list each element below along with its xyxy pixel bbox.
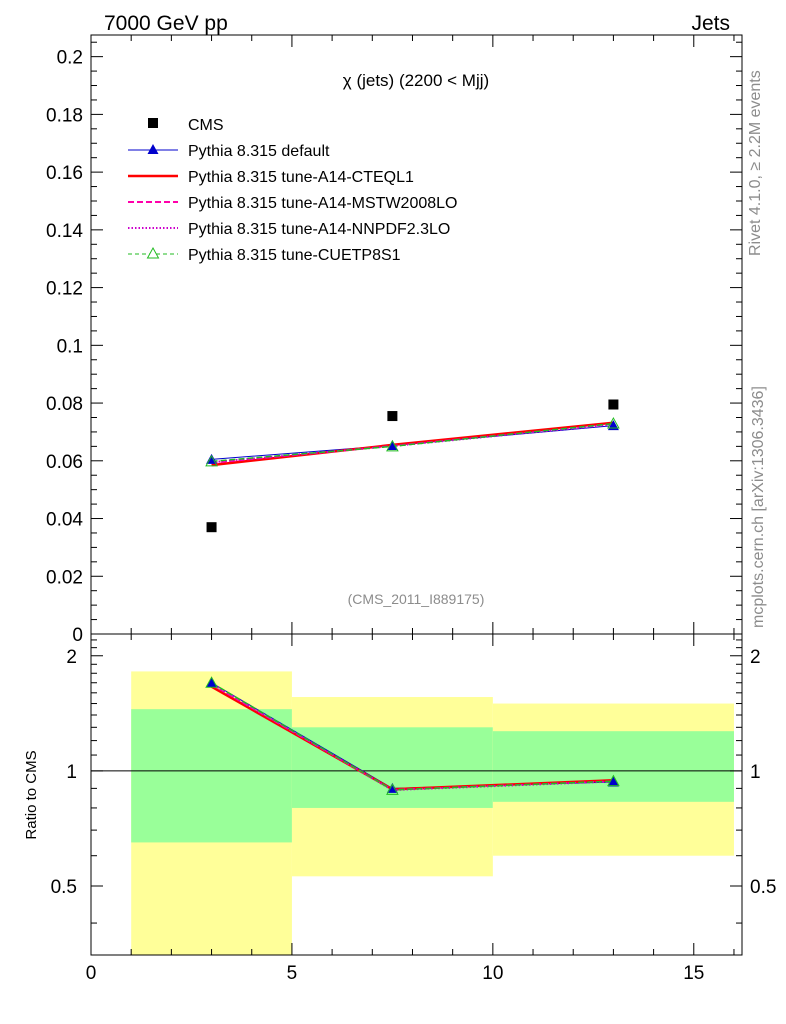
- legend-label-cms: CMS: [188, 117, 224, 134]
- ratio-xtick-label: 15: [683, 963, 704, 984]
- ratio-uncertainty-bands: [131, 671, 734, 955]
- ratio-y-axis-label: Ratio to CMS: [23, 750, 40, 839]
- main-ytick-label: 0.18: [46, 105, 83, 126]
- mc-marker-4: [205, 454, 218, 467]
- main-ytick-label: 0.16: [46, 163, 83, 184]
- legend-label-cuetp8s1: Pythia 8.315 tune-CUETP8S1: [188, 247, 401, 264]
- plot-title: χ (jets) (2200 < Mjj): [343, 71, 489, 90]
- legend-entry-default: Pythia 8.315 default: [128, 143, 330, 160]
- mc-marker-4: [607, 417, 620, 429]
- mcplots-label: mcplots.cern.ch [arXiv:1306.3436]: [750, 386, 767, 628]
- main-ytick-label: 0: [72, 625, 83, 646]
- header-right-label: Jets: [691, 12, 730, 35]
- main-series-group: [205, 399, 620, 533]
- ratio-xtick-label: 5: [287, 963, 298, 984]
- mc-marker-4: [386, 439, 399, 452]
- ratio-marker-4: [386, 783, 399, 795]
- ratio-ytick-label-right: 0.5: [750, 877, 776, 898]
- main-ytick-label: 0.14: [46, 221, 83, 242]
- legend-entry-mstw: Pythia 8.315 tune-A14-MSTW2008LO: [128, 195, 457, 212]
- legend-entry-cteql1: Pythia 8.315 tune-A14-CTEQL1: [128, 169, 414, 186]
- green-band-0: [131, 709, 292, 843]
- ratio-ytick-label-right: 1: [750, 762, 761, 783]
- main-ytick-label: 0.06: [46, 452, 83, 473]
- green-band-2: [492, 731, 734, 802]
- ratio-marker-4: [607, 774, 620, 787]
- ratio-marker-4: [205, 676, 218, 688]
- ratio-xtick-label: 10: [482, 963, 503, 984]
- legend: CMS Pythia 8.315 default Pythia 8.315 tu…: [128, 117, 457, 264]
- ratio-ytick-label: 2: [66, 647, 77, 668]
- cms-data-point: [608, 399, 619, 410]
- legend-entry-cms: CMS: [148, 117, 224, 134]
- cms-data-point: [206, 522, 217, 533]
- ratio-x-axis: 0 5 10 15: [86, 634, 735, 984]
- main-ytick-label: 0.12: [46, 279, 83, 300]
- main-x-axis: [90, 35, 735, 634]
- ratio-line-3: [211, 682, 614, 792]
- ratio-series-group: [205, 676, 620, 795]
- ratio-ytick-label-right: 2: [750, 647, 761, 668]
- main-y-axis: 0 0.02 0.04 0.06 0.08 0.1 0.12 0.14 0.16 0.18 0.2: [46, 41, 742, 646]
- green-band-1: [291, 727, 493, 808]
- legend-marker-default: [147, 144, 159, 154]
- main-ytick-label: 0.08: [46, 394, 83, 415]
- main-ytick-label: 0.02: [46, 567, 83, 588]
- ratio-ytick-label: 0.5: [51, 877, 77, 898]
- ratio-xtick-label: 0: [86, 963, 97, 984]
- ratio-marker-0: [206, 677, 218, 688]
- legend-marker-cuetp8s1: [146, 246, 160, 259]
- ratio-y-axis: 0.5 0.5 1 1 2 2: [51, 639, 776, 924]
- ratio-ytick-label: 1: [66, 762, 77, 783]
- main-ytick-label: 0.04: [46, 510, 83, 531]
- legend-label-nnpdf: Pythia 8.315 tune-A14-NNPDF2.3LO: [188, 221, 450, 238]
- legend-marker-cms: [148, 118, 158, 128]
- legend-label-default: Pythia 8.315 default: [188, 143, 330, 160]
- cms-data-point: [387, 411, 398, 422]
- main-ytick-label: 0.2: [57, 48, 83, 69]
- analysis-watermark: (CMS_2011_I889175): [348, 591, 485, 607]
- main-ytick-label: 0.1: [57, 336, 83, 357]
- ratio-panel-frame: [90, 633, 743, 956]
- legend-entry-cuetp8s1: Pythia 8.315 tune-CUETP8S1: [128, 246, 401, 264]
- legend-entry-nnpdf: Pythia 8.315 tune-A14-NNPDF2.3LO: [128, 221, 450, 238]
- mc-marker-0: [386, 439, 398, 450]
- legend-label-cteql1: Pythia 8.315 tune-A14-CTEQL1: [188, 169, 414, 186]
- header-left-label: 7000 GeV pp: [104, 12, 228, 35]
- rivet-version-label: Rivet 4.1.0, ≥ 2.2M events: [747, 70, 764, 256]
- legend-label-mstw: Pythia 8.315 tune-A14-MSTW2008LO: [188, 195, 457, 212]
- ratio-marker-0: [607, 776, 619, 787]
